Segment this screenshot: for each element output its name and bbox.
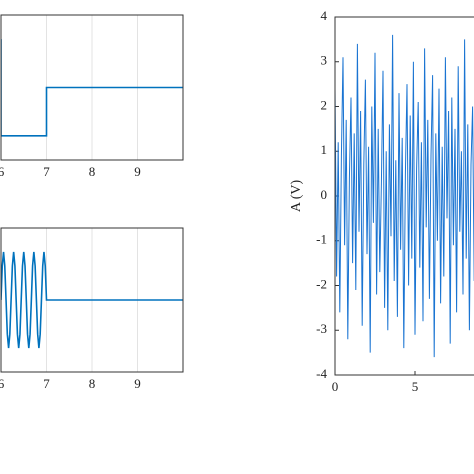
y-tick-label: -4 <box>316 366 327 381</box>
data-line <box>1 39 183 137</box>
y-tick-label: 4 <box>321 8 328 23</box>
x-tick-label: 5 <box>412 379 419 394</box>
y-axis-label: A (V) <box>289 180 304 213</box>
y-tick-label: -2 <box>316 276 327 291</box>
y-tick-label: 3 <box>321 53 328 68</box>
y-tick-label: 0 <box>321 187 328 202</box>
axes-frame <box>334 16 474 376</box>
x-tick-label: 6 <box>0 376 5 391</box>
y-tick-label: -3 <box>316 321 327 336</box>
x-tick-label: 7 <box>43 376 50 391</box>
axes-frame <box>0 14 184 161</box>
data-line <box>335 34 474 358</box>
plot-area <box>335 34 474 358</box>
x-tick-label: 9 <box>134 376 141 391</box>
y-tick-label: 1 <box>321 142 328 157</box>
y-tick-label: 2 <box>321 97 328 112</box>
x-tick-label: 6 <box>0 164 5 179</box>
x-tick-label: 8 <box>89 376 96 391</box>
data-line <box>1 251 183 349</box>
plot-area <box>1 251 183 349</box>
x-tick-label: 7 <box>43 164 50 179</box>
x-tick-label: 8 <box>89 164 96 179</box>
y-tick-label: -1 <box>316 232 327 247</box>
x-tick-label: 9 <box>134 164 141 179</box>
axes-frame <box>0 227 184 373</box>
x-tick-label: 0 <box>332 379 339 394</box>
plot-area <box>1 39 183 137</box>
